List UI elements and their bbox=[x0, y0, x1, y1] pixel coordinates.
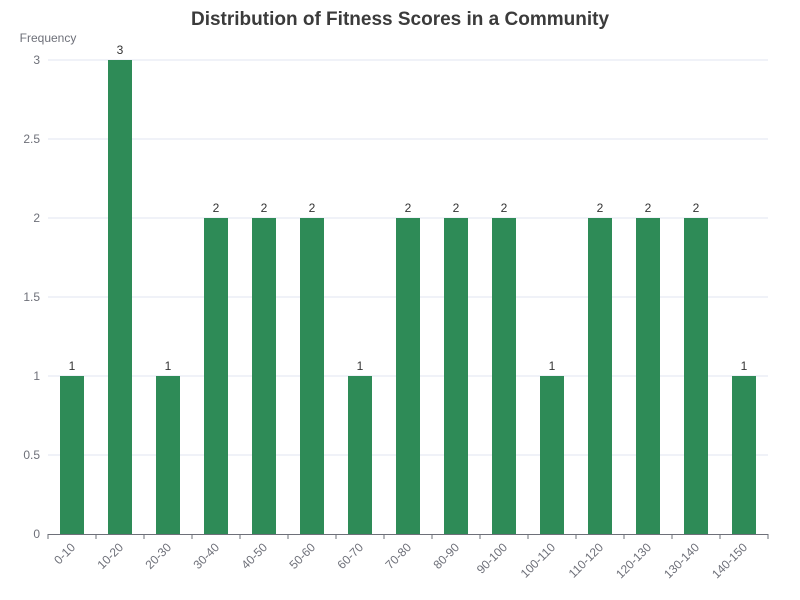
x-tick-label: 120-130 bbox=[613, 540, 654, 581]
bar-value-label: 1 bbox=[69, 359, 76, 373]
x-tick-label: 10-20 bbox=[95, 540, 127, 572]
x-tick-label: 40-50 bbox=[239, 540, 271, 572]
x-tick-label: 70-80 bbox=[383, 540, 415, 572]
y-tick-label: 2 bbox=[33, 211, 40, 225]
y-tick-label: 1.5 bbox=[23, 290, 40, 304]
bar bbox=[540, 376, 564, 534]
bar bbox=[108, 60, 132, 534]
bar bbox=[204, 218, 228, 534]
x-tick-label: 130-140 bbox=[661, 540, 702, 581]
x-tick-label: 80-90 bbox=[431, 540, 463, 572]
bar bbox=[636, 218, 660, 534]
x-tick-label: 50-60 bbox=[287, 540, 319, 572]
bar-value-label: 1 bbox=[165, 359, 172, 373]
bar bbox=[492, 218, 516, 534]
bar-value-label: 2 bbox=[501, 201, 508, 215]
bar-value-label: 2 bbox=[597, 201, 604, 215]
x-tick-label: 60-70 bbox=[335, 540, 367, 572]
y-tick-label: 3 bbox=[33, 53, 40, 67]
y-tick-label: 0 bbox=[33, 527, 40, 541]
x-tick-label: 110-120 bbox=[566, 540, 607, 581]
bar bbox=[300, 218, 324, 534]
x-tick-label: 100-110 bbox=[518, 540, 559, 581]
bar-value-label: 2 bbox=[693, 201, 700, 215]
bar-value-label: 1 bbox=[741, 359, 748, 373]
bar bbox=[732, 376, 756, 534]
bar-value-label: 1 bbox=[357, 359, 364, 373]
bar bbox=[252, 218, 276, 534]
x-tick-label: 90-100 bbox=[474, 540, 511, 577]
bar-value-label: 1 bbox=[549, 359, 556, 373]
bar-value-label: 2 bbox=[309, 201, 316, 215]
bar bbox=[60, 376, 84, 534]
bar-value-label: 2 bbox=[405, 201, 412, 215]
bars bbox=[60, 60, 756, 534]
y-tick-label: 0.5 bbox=[23, 448, 40, 462]
x-tick-label: 140-150 bbox=[709, 540, 750, 581]
bar bbox=[396, 218, 420, 534]
x-tick-label: 0-10 bbox=[51, 540, 78, 567]
bar-value-label: 2 bbox=[645, 201, 652, 215]
bar bbox=[156, 376, 180, 534]
x-tick-label: 20-30 bbox=[143, 540, 175, 572]
bar bbox=[348, 376, 372, 534]
x-tick-label: 30-40 bbox=[191, 540, 223, 572]
bar bbox=[444, 218, 468, 534]
bar bbox=[588, 218, 612, 534]
y-tick-label: 1 bbox=[33, 369, 40, 383]
bar bbox=[684, 218, 708, 534]
data-labels: 1 3 1 2 2 2 1 2 2 2 1 2 2 2 1 bbox=[69, 43, 748, 373]
bar-value-label: 2 bbox=[213, 201, 220, 215]
bar-value-label: 3 bbox=[117, 43, 124, 57]
bar-value-label: 2 bbox=[453, 201, 460, 215]
y-tick-label: 2.5 bbox=[23, 132, 40, 146]
y-axis-title: Frequency bbox=[20, 31, 77, 45]
bar-value-label: 2 bbox=[261, 201, 268, 215]
chart-title: Distribution of Fitness Scores in a Comm… bbox=[190, 9, 610, 30]
